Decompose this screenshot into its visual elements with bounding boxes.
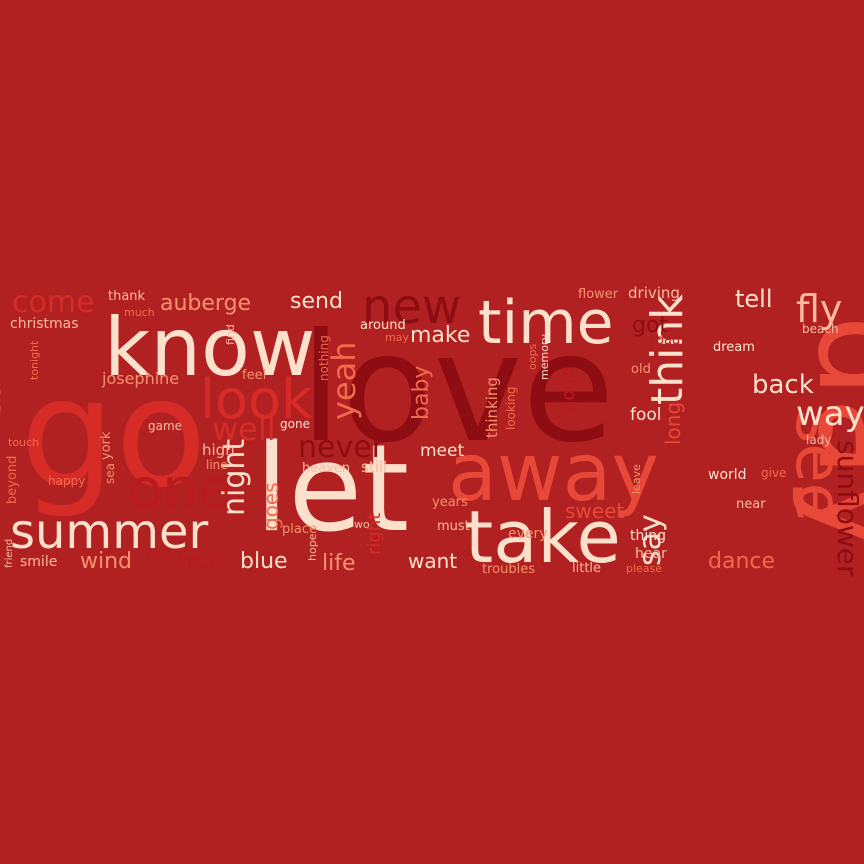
cloud-word-game: game <box>148 419 182 433</box>
cloud-word-still: still <box>361 458 387 476</box>
cloud-word-see: see <box>781 410 855 522</box>
cloud-word-baby: baby <box>409 366 434 420</box>
cloud-word-much: much <box>124 306 155 319</box>
cloud-word-years: years <box>432 495 468 510</box>
cloud-word-send: send <box>290 289 343 314</box>
cloud-word-happy: happy <box>48 474 85 488</box>
cloud-word-go: go <box>20 347 207 521</box>
cloud-word-summer: summer <box>10 504 208 560</box>
cloud-word-give: give <box>761 466 786 480</box>
cloud-word-one: one <box>128 457 232 522</box>
cloud-word-may: may <box>385 331 409 344</box>
cloud-word-look: look <box>200 368 313 431</box>
cloud-word-long: long <box>661 402 685 445</box>
cloud-word-never: never <box>298 430 385 465</box>
cloud-word-away: away <box>448 426 659 519</box>
cloud-word-love: love <box>300 302 615 476</box>
cloud-word-lady: lady <box>806 433 831 447</box>
cloud-word-day: day <box>789 315 864 554</box>
cloud-word-yeah: yeah <box>325 341 363 420</box>
cloud-word-say: say <box>633 514 668 566</box>
cloud-word-take: take <box>465 495 621 579</box>
cloud-word-know: know <box>104 301 315 394</box>
cloud-word-thing: thing <box>630 528 666 544</box>
cloud-word-feel: feel <box>242 368 266 383</box>
cloud-word-christmas: christmas <box>10 316 79 332</box>
cloud-word-gone: gone <box>280 417 310 431</box>
cloud-word-sunflower: sunflower <box>831 440 864 577</box>
cloud-word-got: got <box>632 313 668 338</box>
cloud-word-true: true <box>178 549 223 574</box>
cloud-word-come: come <box>12 285 95 320</box>
cloud-word-auberge: auberge <box>160 291 251 316</box>
cloud-word-josephine: josephine <box>101 369 179 388</box>
cloud-word-beyond: beyond <box>5 456 20 504</box>
cloud-word-little: little <box>572 561 601 576</box>
cloud-word-leave: leave <box>630 464 643 494</box>
cloud-word-right: right <box>364 513 385 555</box>
cloud-word-please: please <box>626 562 662 575</box>
cloud-word-tell: tell <box>735 285 773 313</box>
cloud-word-heart: heart <box>0 355 8 440</box>
cloud-word-near: near <box>736 497 766 512</box>
cloud-word-looking: looking <box>504 386 518 430</box>
cloud-word-back: back <box>752 370 814 400</box>
cloud-word-life: life <box>322 551 356 576</box>
cloud-word-high: high <box>202 441 235 459</box>
cloud-word-smile: smile <box>20 554 57 570</box>
cloud-word-fly: fly <box>796 287 842 331</box>
cloud-word-around: around <box>360 318 406 333</box>
cloud-word-tree: tree <box>146 550 168 563</box>
cloud-word-sea: sea <box>103 463 117 484</box>
cloud-word-meet: meet <box>420 441 464 461</box>
cloud-word-thinking: thinking <box>483 377 501 438</box>
cloud-word-find: find <box>224 324 237 345</box>
cloud-word-new: new <box>362 279 461 335</box>
cloud-word-think: think <box>642 294 693 405</box>
cloud-word-beach: beach <box>802 322 839 336</box>
cloud-word-old: old <box>631 362 651 377</box>
cloud-word-wind: wind <box>80 549 132 574</box>
cloud-word-fool: fool <box>630 405 662 425</box>
cloud-word-goes: goes <box>259 482 283 530</box>
cloud-word-make: make <box>410 323 470 348</box>
cloud-word-place: place <box>282 522 317 537</box>
cloud-word-tonight: tonight <box>28 340 41 380</box>
cloud-word-blue: blue <box>240 549 288 574</box>
cloud-word-dance: dance <box>708 549 775 574</box>
cloud-word-oops: oops <box>526 344 539 370</box>
cloud-word-driving: driving <box>628 284 680 302</box>
cloud-word-night: night <box>217 439 252 516</box>
cloud-word-every: every <box>508 526 548 542</box>
cloud-word-memory: memory <box>538 334 551 380</box>
cloud-word-dream: dream <box>713 340 755 355</box>
cloud-word-hear: hear <box>635 546 667 562</box>
cloud-word-must: must <box>437 519 470 534</box>
cloud-word-world: world <box>708 467 747 483</box>
cloud-word-time: time <box>478 288 614 358</box>
cloud-word-sweet: sweet <box>565 499 624 523</box>
cloud-word-thank: thank <box>108 289 146 304</box>
cloud-word-hope: hope <box>306 533 319 561</box>
cloud-word-york: york <box>99 431 114 460</box>
cloud-word-flower: flower <box>578 287 619 302</box>
cloud-word-nothing: nothing <box>317 335 331 381</box>
cloud-word-heaven: heaven <box>302 461 350 476</box>
cloud-word-way: way <box>796 394 864 434</box>
cloud-word-road: road <box>651 333 680 348</box>
cloud-word-let: let <box>255 420 409 559</box>
cloud-word-friend: friend <box>4 539 15 568</box>
cloud-word-line: line <box>206 458 228 472</box>
cloud-word-well: well <box>212 410 276 448</box>
cloud-word-troubles: troubles <box>482 562 535 577</box>
cloud-word-want: want <box>408 549 457 573</box>
cloud-word-touch: touch <box>8 436 39 449</box>
cloud-word-wo: wo <box>354 518 370 531</box>
cloud-word-good: good <box>558 367 579 412</box>
